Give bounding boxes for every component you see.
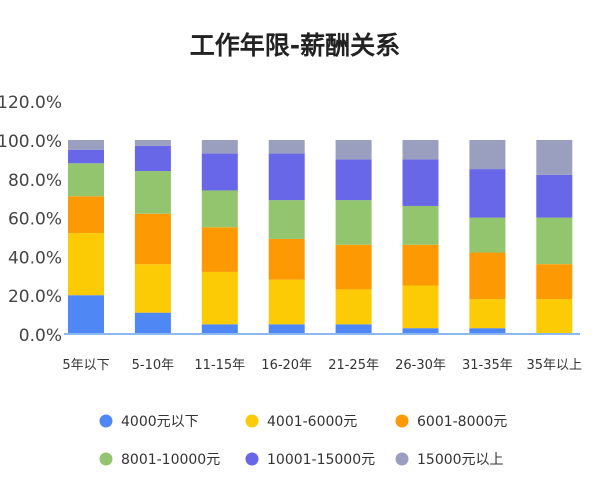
bar-segment [134, 171, 171, 214]
legend-label: 10001-15000元 [267, 452, 375, 468]
bar-segment [268, 279, 305, 325]
bar-segment [402, 285, 439, 329]
y-tick-label: 0.0% [19, 326, 62, 346]
legend-item[interactable]: 6001-8000元 [395, 414, 508, 430]
bar-segment [469, 252, 506, 300]
legend-label: 4000元以下 [121, 414, 199, 430]
bar-segment [134, 145, 171, 172]
bar-segment [469, 328, 506, 334]
legend-marker [395, 452, 409, 466]
bar-segment [335, 159, 372, 201]
x-axis: 5年以下 5-10年 11-15年 16-20年 21-25年 26-30年 31-35年 3… [62, 358, 582, 373]
bar-segment [68, 140, 104, 150]
x-tick-label: 5年以下 [62, 358, 109, 373]
bar-segment [201, 271, 238, 325]
bar-segment [201, 153, 238, 191]
legend-marker [245, 414, 259, 428]
chart-title: 工作年限-薪酬关系 [190, 31, 400, 60]
bar-segment [268, 324, 305, 334]
y-tick-label: 100.0% [0, 132, 62, 152]
legend-label: 6001-8000元 [417, 414, 507, 430]
bar-segment [134, 312, 171, 334]
bar-segment [469, 140, 506, 170]
bar-segment [268, 153, 305, 201]
bar-segment [402, 328, 439, 334]
bar-segment [201, 190, 238, 228]
bar-segment [402, 159, 439, 206]
legend-item[interactable]: 4000元以下 [99, 414, 199, 430]
x-tick-label: 5-10年 [132, 358, 175, 373]
bar-segment [335, 289, 372, 325]
bar-segment [68, 196, 104, 234]
bar-segment [402, 140, 439, 160]
bar-segment [268, 238, 305, 280]
y-tick-label: 80.0% [8, 171, 62, 191]
bar-segment [335, 324, 372, 334]
bar-segment [469, 169, 506, 218]
bar-segment [335, 244, 372, 290]
legend-label: 4001-6000元 [267, 414, 357, 430]
x-tick-label: 26-30年 [395, 358, 446, 373]
bar-segment [402, 205, 439, 245]
bar-segment [469, 217, 506, 253]
legend-item[interactable]: 15000元以上 [395, 452, 504, 468]
x-tick-label: 16-20年 [261, 358, 312, 373]
legend-marker [395, 414, 409, 428]
legend-label: 15000元以上 [417, 452, 504, 468]
legend: 4000元以下 4001-6000元 6001-8000元 8001-10000元 10… [99, 414, 508, 468]
legend-marker [99, 414, 113, 428]
bar-segment [536, 217, 573, 265]
bar-segment [134, 264, 171, 313]
legend-marker [99, 452, 113, 466]
bar-segment [268, 200, 305, 239]
bar-segment [536, 140, 573, 175]
bar-segment [536, 264, 573, 300]
bar-segment [68, 149, 104, 164]
bar-segment [469, 299, 506, 329]
bar-segment [68, 163, 104, 197]
legend-label: 8001-10000元 [121, 452, 220, 468]
y-tick-label: 60.0% [8, 210, 62, 230]
y-tick-label: 20.0% [8, 287, 62, 307]
bar-segment [201, 227, 238, 272]
legend-item[interactable]: 4001-6000元 [245, 414, 358, 430]
legend-item[interactable]: 10001-15000元 [245, 452, 376, 468]
x-tick-label: 11-15年 [194, 358, 245, 373]
bar-segment [402, 244, 439, 286]
legend-item[interactable]: 8001-10000元 [99, 452, 221, 468]
bar-segment [268, 140, 305, 154]
bar-segment [536, 174, 573, 218]
x-tick-label: 35年以上 [527, 358, 583, 373]
bars [68, 140, 573, 334]
bar-segment [68, 295, 104, 334]
legend-marker [245, 452, 259, 466]
bar-segment [335, 140, 372, 160]
x-tick-label: 21-25年 [328, 358, 379, 373]
bar-segment [201, 324, 238, 334]
bar-segment [335, 200, 372, 245]
bar-segment [536, 299, 573, 334]
bar-segment [134, 140, 171, 146]
bar-segment [134, 213, 171, 265]
y-tick-label: 40.0% [8, 248, 62, 268]
bar-segment [201, 140, 238, 154]
x-tick-label: 31-35年 [462, 358, 513, 373]
y-tick-label: 120.0% [0, 93, 62, 113]
bar-segment [68, 233, 104, 296]
y-axis: 0.0% 20.0% 40.0% 60.0% 80.0% 100.0% 120.0% [0, 93, 62, 346]
